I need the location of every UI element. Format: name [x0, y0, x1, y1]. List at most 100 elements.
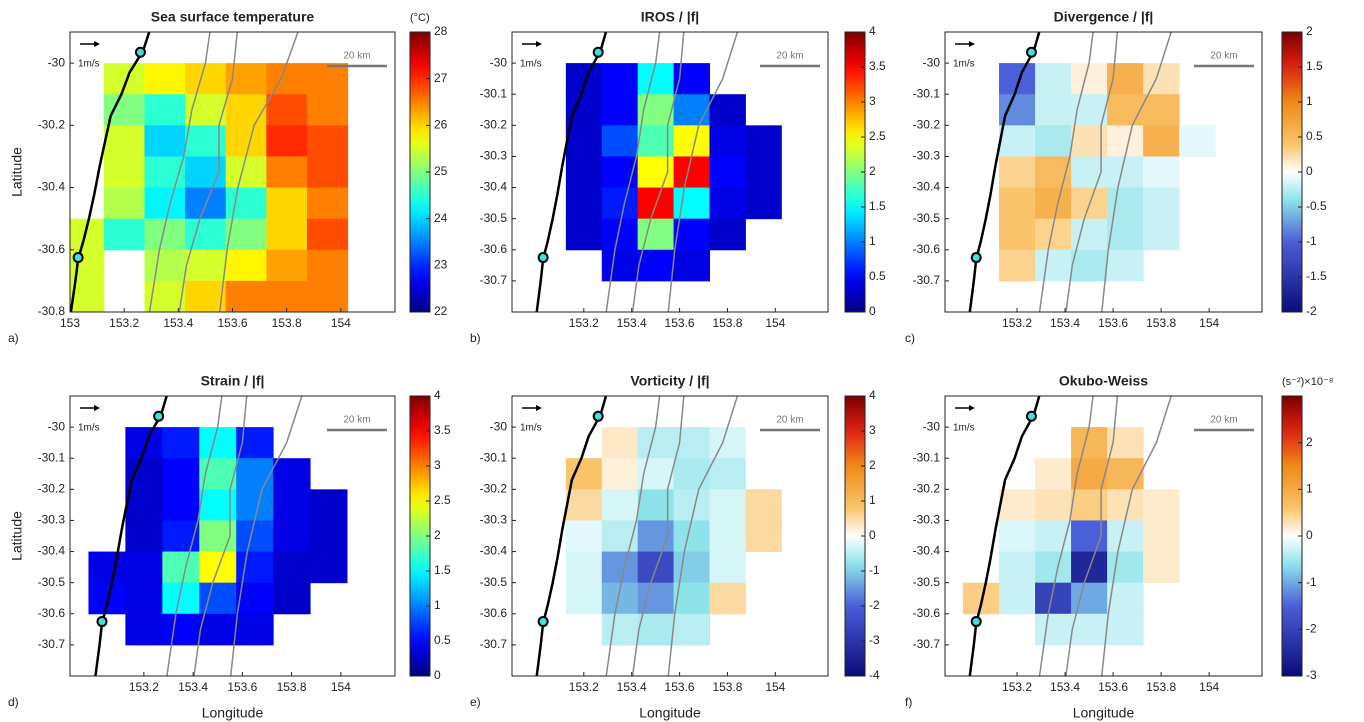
field-cell	[125, 613, 163, 646]
colorbar-tick-label: -2	[1306, 622, 1317, 636]
reference-arrow-head	[536, 405, 542, 411]
field-cell	[1071, 582, 1108, 615]
field-cell	[601, 63, 639, 95]
field-cell	[1107, 125, 1144, 157]
field-cell	[745, 489, 782, 521]
x-tick-label: 154	[1199, 680, 1219, 694]
y-tick-label: -30.1	[38, 450, 66, 464]
isobath	[667, 32, 739, 312]
isobath	[148, 32, 211, 312]
field-cell	[236, 613, 274, 646]
x-tick-label: 153.8	[1146, 316, 1176, 330]
colorbar-tick-label: 3	[869, 94, 876, 108]
field-cell	[1071, 218, 1108, 251]
field-cell	[565, 582, 603, 615]
colorbar-tick-label: -2	[869, 598, 880, 612]
field-cell	[306, 187, 349, 220]
y-tick-label: -30.3	[480, 513, 508, 527]
colorbar-tick-label: 23	[434, 258, 448, 272]
field-cell	[601, 249, 639, 282]
y-tick-label: -30.4	[38, 544, 66, 558]
panel-title: Divergence / |f|	[1054, 9, 1154, 25]
field-cell	[601, 187, 639, 220]
y-tick-label: -30.3	[38, 513, 66, 527]
field-cell	[601, 613, 639, 646]
field-cell	[1143, 551, 1180, 584]
field-cell	[999, 218, 1036, 251]
field-cell	[745, 156, 782, 189]
colorbar-tick-label: -4	[869, 668, 880, 682]
y-tick-label: -30.2	[38, 118, 66, 132]
colorbar-tick-label: 3	[869, 423, 876, 437]
colorbar-tick-label: 2	[1306, 435, 1313, 449]
isobath	[218, 32, 299, 312]
y-tick-label: -30.1	[480, 450, 508, 464]
field-cell	[1071, 249, 1108, 282]
field-cell	[1107, 582, 1144, 615]
colorbar-tick-label: 25	[434, 164, 448, 178]
field-cell	[565, 520, 603, 553]
colorbar-tick-label: -1	[869, 563, 880, 577]
station-marker	[72, 252, 84, 264]
field-cell	[637, 520, 675, 553]
field-cell	[1107, 218, 1144, 251]
field-cell	[999, 582, 1036, 615]
isobath	[229, 396, 303, 676]
colorbar-tick-label: 4	[434, 388, 441, 402]
field-cell	[1035, 125, 1072, 157]
field-cell	[199, 427, 237, 459]
x-tick-label: 154	[1199, 316, 1219, 330]
field-cell	[601, 125, 639, 157]
field-cell	[999, 489, 1036, 521]
colorbar-tick-label: 27	[434, 71, 448, 85]
colorbar-tick-label: 4	[869, 24, 876, 38]
field-cell	[1035, 458, 1072, 490]
field-cell	[306, 94, 349, 126]
scale-bar-label: 20 km	[343, 51, 370, 62]
colorbar-tick-label: -3	[869, 633, 880, 647]
y-tick-label: -30.5	[38, 575, 66, 589]
y-tick-label: -30.4	[913, 544, 941, 558]
y-tick-label: -30.3	[913, 149, 941, 163]
colorbar-tick-label: 4	[869, 388, 876, 402]
field-cell	[709, 458, 746, 490]
field-cell	[1071, 156, 1108, 189]
field-cell	[637, 218, 675, 251]
field-cell	[236, 582, 274, 615]
colorbar-tick-label: 3	[434, 458, 441, 472]
field-cell	[199, 613, 237, 646]
plot-area	[70, 32, 349, 312]
field-cell	[1035, 551, 1072, 584]
field-cell	[1107, 551, 1144, 584]
field-cell	[144, 249, 186, 282]
field-cell	[225, 156, 267, 189]
field-cell	[673, 520, 710, 553]
scale-bar-label: 20 km	[1210, 51, 1237, 62]
colorbar-tick-label: 0	[434, 668, 441, 682]
field-cell	[185, 249, 227, 282]
y-tick-label: -30.5	[913, 575, 941, 589]
field-cell	[1143, 125, 1180, 157]
field-cell	[565, 218, 603, 251]
colorbar-tick-label: 0	[1306, 528, 1313, 542]
field-cell	[673, 613, 710, 646]
field-cell	[266, 94, 308, 126]
axes-frame	[944, 31, 1263, 313]
reference-arrow-label: 1m/s	[953, 423, 975, 434]
field-cell	[1035, 94, 1072, 126]
field-cell	[709, 427, 746, 459]
axes-frame	[69, 395, 396, 677]
y-tick-label: -30.8	[38, 304, 66, 318]
field-cell	[103, 187, 145, 220]
y-tick-label: -30.6	[480, 242, 508, 256]
field-cell	[1071, 125, 1108, 157]
plot-area	[88, 396, 348, 676]
colorbar-tick-label: 2	[434, 528, 441, 542]
x-tick-label: 154	[331, 316, 351, 330]
y-tick-label: -30.4	[38, 180, 66, 194]
axes-frame	[511, 31, 829, 313]
colorbar-tick-label: -1.5	[1306, 269, 1327, 283]
field-cell	[103, 63, 145, 95]
